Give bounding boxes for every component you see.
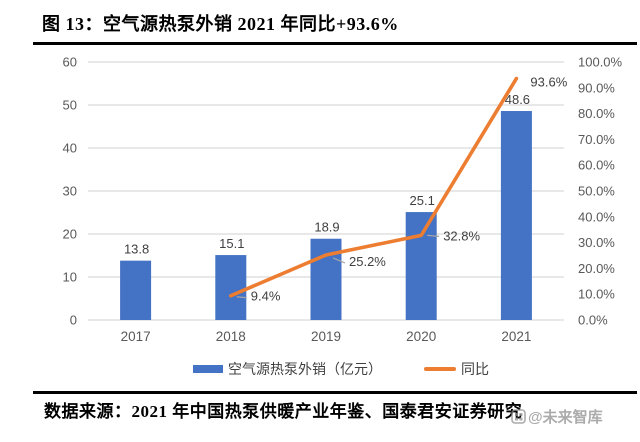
yoy-value-label: 9.4% bbox=[251, 289, 281, 304]
bar-2018 bbox=[215, 255, 247, 320]
left-axis-tick: 20 bbox=[63, 227, 77, 242]
bar-value-label: 48.6 bbox=[505, 92, 530, 107]
right-axis-tick: 60.0% bbox=[578, 158, 615, 173]
bar-2017 bbox=[120, 260, 152, 320]
x-axis-label: 2019 bbox=[311, 329, 341, 344]
legend-label-bar: 空气源热泵外销（亿元） bbox=[228, 361, 382, 377]
watermark: @未来智库 bbox=[511, 406, 603, 427]
label-leader-line bbox=[332, 257, 346, 264]
right-axis-tick: 90.0% bbox=[578, 80, 615, 95]
right-axis-tick: 30.0% bbox=[578, 235, 615, 250]
right-axis-tick: 70.0% bbox=[578, 132, 615, 147]
left-axis-tick: 30 bbox=[63, 184, 77, 199]
right-axis-tick: 0.0% bbox=[578, 313, 608, 328]
legend-item-line-series: 同比 bbox=[424, 359, 489, 379]
yoy-value-label: 25.2% bbox=[349, 254, 386, 269]
right-axis-tick: 100.0% bbox=[578, 55, 623, 70]
bar-value-label: 25.1 bbox=[410, 193, 435, 208]
label-leader-line bbox=[236, 296, 247, 299]
right-axis-tick: 20.0% bbox=[578, 261, 615, 276]
top-divider bbox=[33, 42, 637, 45]
bar-value-label: 15.1 bbox=[219, 236, 244, 251]
data-source-note: 数据来源：2021 年中国热泵供暖产业年鉴、国泰君安证券研究 bbox=[44, 402, 523, 421]
x-axis-label: 2021 bbox=[501, 329, 531, 344]
bar-2020 bbox=[405, 212, 437, 320]
watermark-text: @未来智库 bbox=[528, 409, 603, 426]
right-axis-tick: 40.0% bbox=[578, 209, 615, 224]
legend-item-bar-series: 空气源热泵外销（亿元） bbox=[193, 359, 382, 379]
left-axis-tick: 0 bbox=[70, 313, 77, 328]
right-axis-tick: 10.0% bbox=[578, 287, 615, 302]
watermark-logo-icon bbox=[511, 409, 526, 424]
yoy-value-label: 32.8% bbox=[443, 228, 480, 243]
left-axis-tick: 50 bbox=[63, 98, 77, 113]
figure-title: 图 13：空气源热泵外销 2021 年同比+93.6% bbox=[42, 14, 399, 34]
left-axis-tick: 10 bbox=[63, 270, 77, 285]
bar-series-swatch bbox=[193, 365, 223, 373]
combo-chart: 0 10 20 30 40 50 60 0.0% 10.0% 20.0% 30.0% 40.0% 50.… bbox=[63, 55, 623, 345]
right-axis-tick: 50.0% bbox=[578, 184, 615, 199]
bar-value-label: 18.9 bbox=[314, 220, 339, 235]
legend-label-line: 同比 bbox=[461, 361, 489, 377]
x-axis-label: 2018 bbox=[216, 329, 246, 344]
yoy-value-label: 93.6% bbox=[530, 75, 567, 90]
line-series-swatch bbox=[424, 367, 456, 371]
left-axis-tick: 60 bbox=[63, 55, 77, 70]
left-axis-tick: 40 bbox=[63, 141, 77, 156]
x-axis-label: 2017 bbox=[121, 329, 151, 344]
chart-legend: 空气源热泵外销（亿元） 同比 bbox=[21, 359, 640, 379]
right-axis-tick: 80.0% bbox=[578, 106, 615, 121]
bar-2021 bbox=[500, 111, 532, 321]
label-leader-line bbox=[427, 234, 440, 237]
x-axis-label: 2020 bbox=[406, 329, 436, 344]
bottom-divider bbox=[33, 391, 637, 394]
bar-value-label: 13.8 bbox=[124, 242, 149, 257]
yoy-line bbox=[229, 76, 519, 298]
